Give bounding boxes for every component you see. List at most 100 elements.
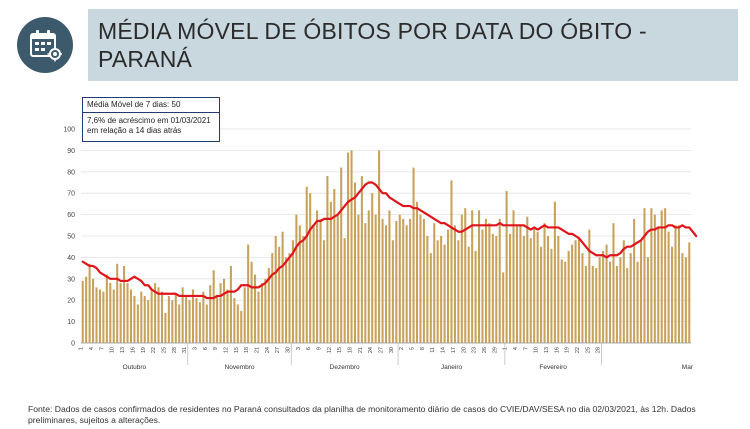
page-title: MÉDIA MÓVEL DE ÓBITOS POR DATA DO ÓBITO … [98, 18, 647, 72]
x-tick-label: 10 [110, 347, 116, 353]
x-tick-label: 28 [172, 347, 178, 353]
x-tick-label: 14 [441, 347, 447, 353]
bar [629, 253, 632, 343]
x-tick-label: 22 [575, 347, 581, 353]
bar [453, 225, 456, 343]
bar [395, 221, 398, 343]
bar [657, 227, 660, 343]
bar [254, 274, 257, 343]
bar [109, 283, 112, 343]
bar [167, 295, 170, 343]
bar [384, 225, 388, 343]
bar [171, 300, 174, 343]
bar [560, 259, 563, 343]
bar [509, 233, 512, 343]
bar [581, 253, 584, 343]
bar [550, 248, 553, 343]
x-tick-label: 13 [120, 347, 126, 353]
bar [684, 257, 687, 343]
calendar-virus-icon [17, 17, 73, 73]
bar [388, 210, 391, 343]
bar [502, 272, 505, 343]
x-tick-label: 28 [596, 347, 602, 353]
bar [202, 291, 205, 343]
bar [515, 225, 518, 343]
bar [505, 191, 508, 343]
bar [405, 225, 408, 343]
month-label: Outubro [123, 364, 147, 371]
bar [164, 313, 167, 343]
bar [160, 291, 164, 343]
bar [460, 214, 463, 343]
annotation-headline: Média Móvel de 7 dias: 50 [83, 98, 219, 113]
bar [216, 295, 219, 343]
y-tick-label: 10 [67, 319, 75, 326]
bar [584, 265, 587, 343]
x-tick-label: 5 [410, 347, 416, 350]
bar [567, 250, 570, 343]
bar [636, 261, 639, 343]
x-tick-label: 30 [286, 347, 292, 353]
bar [198, 302, 201, 343]
bar [105, 274, 108, 343]
bar [553, 201, 556, 343]
x-tick-label: 1 [79, 347, 85, 350]
bar [205, 304, 208, 343]
x-tick-label: 7 [523, 347, 529, 350]
x-tick-label: 4 [89, 347, 95, 350]
bar [312, 225, 315, 343]
bar [608, 261, 612, 343]
y-tick-label: 80 [67, 169, 75, 176]
bar [257, 291, 260, 343]
bar [209, 285, 212, 343]
y-tick-label: 100 [63, 127, 75, 134]
bar [326, 176, 329, 343]
bar [240, 310, 243, 343]
bar [643, 208, 646, 343]
y-tick-label: 50 [67, 234, 75, 241]
bar [147, 300, 150, 343]
bar [140, 291, 143, 343]
bar [271, 253, 274, 343]
bar [371, 193, 374, 343]
bar [595, 268, 598, 343]
bar [546, 236, 550, 343]
bar [195, 298, 198, 343]
x-tick-label: 18 [348, 347, 354, 353]
bar [419, 214, 422, 343]
bar [495, 236, 498, 343]
bar [157, 287, 160, 343]
bar [174, 293, 177, 343]
bar [133, 295, 136, 343]
x-tick-label: 30 [389, 347, 395, 353]
month-label: Novembro [225, 364, 255, 371]
bar [229, 265, 232, 343]
bar [88, 263, 91, 343]
bar [646, 257, 649, 343]
bar [422, 218, 425, 343]
bar [288, 253, 291, 343]
bar [116, 263, 119, 343]
y-tick-label: 20 [67, 298, 75, 305]
bar [577, 238, 581, 343]
bar [681, 253, 684, 343]
bar [178, 304, 181, 343]
x-tick-label: 12 [327, 347, 333, 353]
bar [191, 289, 195, 343]
x-tick-label: 10 [534, 347, 540, 353]
bar [615, 265, 618, 343]
bar [350, 150, 353, 343]
bar [364, 223, 367, 343]
bar [415, 201, 419, 343]
bar [605, 244, 608, 343]
x-tick-label: 25 [161, 347, 167, 353]
bar [591, 265, 594, 343]
bar [436, 240, 439, 343]
bar [295, 214, 298, 343]
bar [519, 225, 522, 343]
x-tick-label: 18 [244, 347, 250, 353]
bar [619, 257, 622, 343]
x-tick-label: 29 [492, 347, 498, 353]
x-tick-label: 19 [565, 347, 571, 353]
